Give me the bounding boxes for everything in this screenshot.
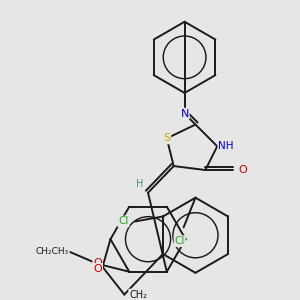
Text: NH: NH (218, 141, 234, 151)
Text: Cl: Cl (118, 216, 129, 226)
Text: CH₂CH₃: CH₂CH₃ (35, 248, 69, 256)
Text: S: S (163, 134, 170, 143)
Text: H: H (136, 179, 144, 189)
Text: CH₂: CH₂ (129, 290, 147, 300)
Text: O: O (93, 258, 102, 268)
Text: N: N (180, 109, 189, 119)
Text: O: O (238, 165, 247, 175)
Text: Cl: Cl (175, 236, 185, 246)
Text: O: O (93, 264, 102, 274)
